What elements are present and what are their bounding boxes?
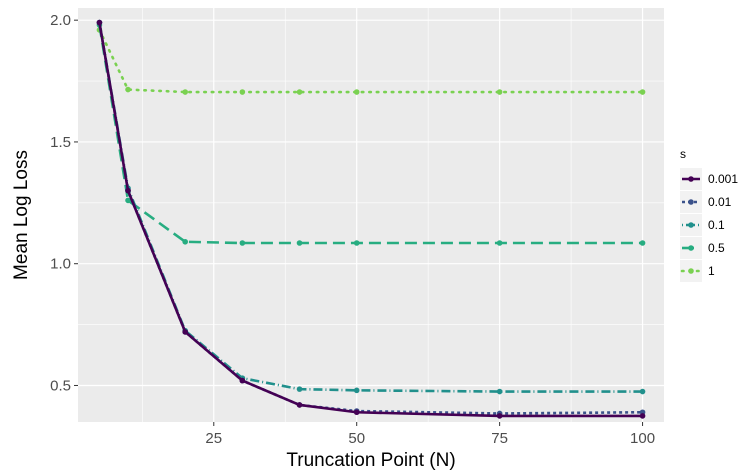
major-gridlines	[78, 8, 664, 422]
data-point	[639, 413, 646, 419]
series-line	[98, 28, 644, 94]
x-tick-label: 50	[348, 430, 365, 447]
data-point	[496, 89, 503, 95]
y-tick-label: 1.0	[50, 256, 71, 273]
x-tick-label: 100	[630, 430, 655, 447]
data-point	[496, 413, 503, 419]
y-axis-title: Mean Log Loss	[11, 150, 32, 280]
series-0.001	[96, 19, 646, 419]
y-axis-ticks: 0.5 1.0 1.5 2.0	[50, 12, 78, 394]
data-point	[296, 89, 303, 95]
legend-title: s	[680, 147, 686, 161]
legend-key-point	[688, 268, 694, 274]
data-point	[639, 89, 646, 95]
data-point	[239, 89, 246, 95]
y-tick-label: 0.5	[50, 377, 71, 394]
data-point	[296, 386, 303, 392]
data-point	[496, 240, 503, 246]
data-point	[496, 388, 503, 395]
data-point	[96, 19, 103, 26]
x-axis-ticks: 25 50 75 100	[205, 422, 655, 447]
data-point	[353, 240, 360, 246]
data-point	[296, 240, 303, 246]
legend-item-1: 1	[680, 260, 715, 282]
data-point	[125, 86, 131, 93]
x-tick-label: 75	[491, 430, 508, 447]
legend-key-point	[688, 176, 694, 182]
data-point	[353, 387, 360, 394]
data-point	[239, 377, 246, 384]
legend-item-0.001: 0.001	[680, 168, 738, 190]
y-tick-label: 1.5	[50, 134, 71, 151]
legend-key-point	[688, 222, 694, 228]
x-axis-title: Truncation Point (N)	[286, 450, 455, 471]
y-tick-label: 2.0	[50, 12, 71, 29]
plot-panel	[78, 8, 664, 422]
data-point	[353, 89, 360, 95]
legend-key-point	[688, 199, 694, 205]
x-tick-label: 25	[205, 430, 222, 447]
legend-item-0.01: 0.01	[680, 191, 732, 213]
legend-label: 0.1	[708, 218, 725, 232]
legend-item-0.1: 0.1	[680, 214, 725, 236]
data-point	[639, 388, 646, 395]
data-point	[239, 240, 246, 246]
series-line	[98, 22, 643, 418]
legend-item-0.5: 0.5	[680, 237, 725, 259]
data-point	[182, 329, 188, 335]
series-line	[98, 22, 643, 415]
series-layer	[96, 19, 646, 419]
data-point	[639, 240, 646, 246]
data-point	[125, 187, 131, 194]
legend-label: 0.01	[708, 195, 732, 209]
data-point	[182, 238, 188, 245]
data-point	[182, 89, 188, 95]
minor-gridlines	[78, 8, 664, 422]
series-line	[98, 24, 643, 245]
legend-key-point	[688, 245, 694, 251]
legend-label: 0.001	[708, 172, 738, 186]
legend-label: 0.5	[708, 241, 725, 255]
data-point	[353, 409, 360, 416]
legend-label: 1	[708, 264, 715, 278]
data-point	[125, 197, 131, 204]
series-line	[98, 22, 643, 393]
legend: s 0.001 0.01 0.1 0.5 1	[680, 147, 738, 282]
data-point	[296, 402, 303, 408]
